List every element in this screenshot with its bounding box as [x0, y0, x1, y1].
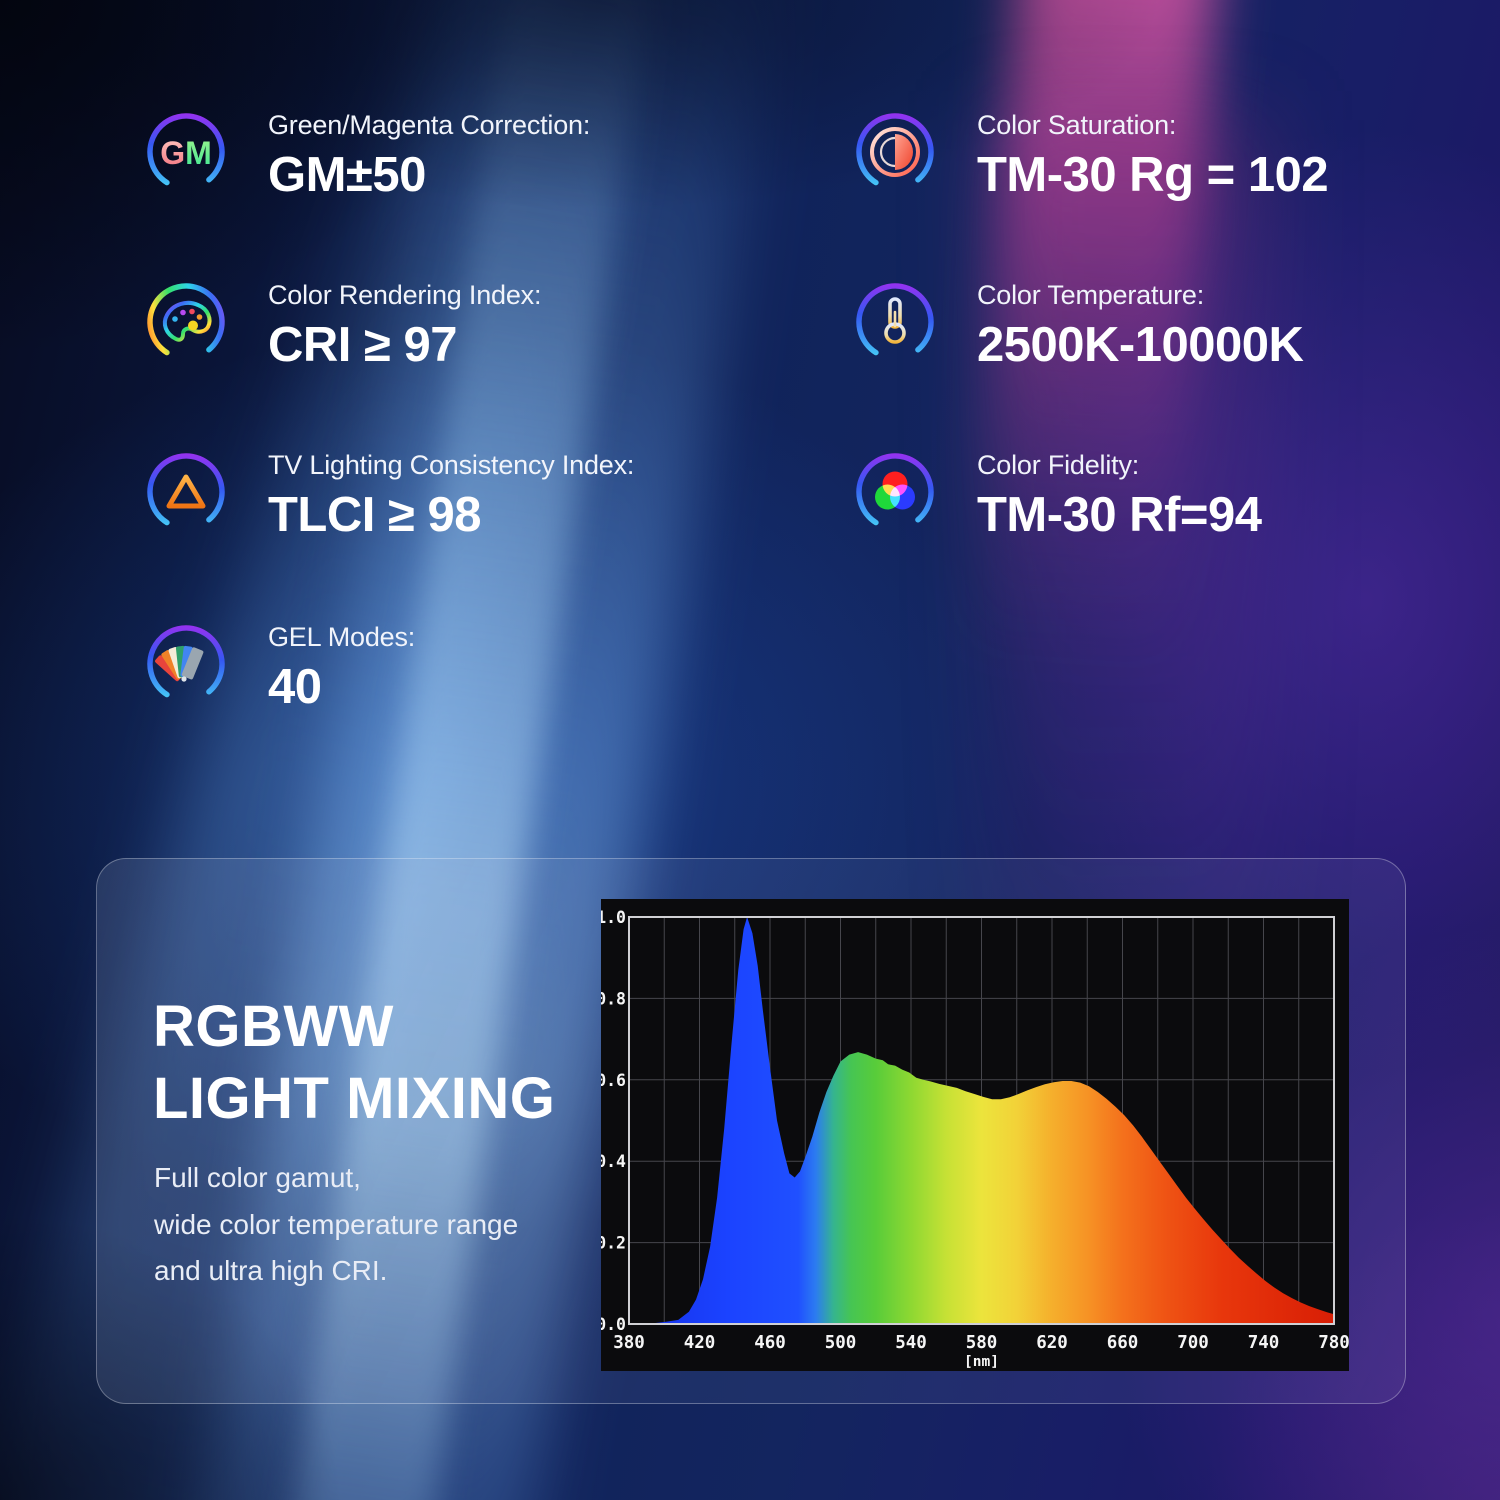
spec-label: Color Temperature:	[977, 280, 1205, 310]
x-axis-tick-label: 540	[895, 1333, 927, 1353]
spd-chart: 380 420 460 500 540 580 620 660 700 740 780 0.0 0.2 0…	[601, 899, 1349, 1371]
panel-title: RGBWW LIGHT MIXING	[153, 991, 555, 1135]
spec-label: Color Saturation:	[977, 110, 1177, 140]
rgb-circles-icon	[856, 453, 934, 531]
spec-label: Color Fidelity:	[977, 450, 1140, 480]
spec-label: TV Lighting Consistency Index:	[268, 450, 635, 480]
x-axis-tick-label: 620	[1036, 1333, 1068, 1353]
x-axis-tick-label: 660	[1107, 1333, 1139, 1353]
plot-border	[628, 916, 1335, 1325]
y-axis-tick-label: 0.4	[601, 1152, 626, 1171]
panel-title-line2: LIGHT MIXING	[153, 1066, 556, 1131]
spec-value: 2500K-10000K	[977, 318, 1304, 372]
spectral-area	[629, 917, 1334, 1324]
palette-icon	[147, 283, 225, 361]
panel-description-line: Full color gamut,	[154, 1162, 361, 1193]
x-axis-tick-label: 740	[1248, 1333, 1280, 1353]
x-axis-tick-label: 460	[754, 1333, 786, 1353]
gm-badge-icon: GM	[147, 113, 225, 191]
spec-value: TM-30 Rg = 102	[977, 148, 1329, 202]
y-axis-tick-label: 1.0	[601, 908, 626, 927]
spec-row-gm-correction: GM Green/Magenta Correction: GM±50	[146, 110, 590, 201]
y-axis-tick-label: 0.0	[601, 1315, 626, 1334]
thermometer-icon	[856, 283, 934, 361]
x-axis-tick-label: 700	[1177, 1333, 1209, 1353]
y-axis-tick-label: 0.8	[601, 989, 626, 1008]
svg-text:GM: GM	[160, 135, 212, 171]
spec-value: GM±50	[268, 148, 426, 202]
spec-value: CRI ≥ 97	[268, 318, 458, 372]
x-axis-tick-label: 420	[684, 1333, 716, 1353]
x-axis-tick-label: 580	[966, 1333, 998, 1353]
spec-value: TLCI ≥ 98	[268, 488, 482, 542]
panel-title-line1: RGBWW	[153, 994, 394, 1059]
panel-description: Full color gamut, wide color temperature…	[154, 1155, 518, 1295]
y-axis-tick-label: 0.6	[601, 1071, 626, 1090]
spec-row-color-saturation: Color Saturation: TM-30 Rg = 102	[855, 110, 1329, 202]
spec-value: TM-30 Rf=94	[977, 488, 1262, 542]
rgbww-panel: RGBWW LIGHT MIXING Full color gamut, wid…	[96, 858, 1406, 1404]
y-axis-tick-label: 0.2	[601, 1234, 626, 1253]
x-axis-tick-label: 780	[1318, 1333, 1349, 1353]
panel-description-line: wide color temperature range	[154, 1208, 519, 1240]
spec-label: Color Rendering Index:	[268, 280, 542, 310]
spec-value: 40	[268, 660, 322, 714]
triangle-icon	[147, 453, 225, 531]
spec-row-cri: Color Rendering Index: CRI ≥ 97	[146, 280, 541, 371]
gel-swatches-icon	[147, 625, 225, 703]
spec-row-tlci: TV Lighting Consistency Index: TLCI ≥ 98	[146, 450, 634, 541]
spec-row-color-fidelity: Color Fidelity: TM-30 Rf=94	[855, 450, 1262, 541]
contrast-icon	[856, 113, 934, 191]
spec-row-color-temperature: Color Temperature: 2500K-10000K	[855, 280, 1304, 372]
spec-label: Green/Magenta Correction:	[268, 110, 591, 140]
x-axis-unit-label: [nm]	[964, 1354, 999, 1370]
x-axis-tick-label: 380	[613, 1333, 645, 1353]
spec-row-gel-modes: GEL Modes: 40	[146, 622, 415, 713]
spd-chart-svg: 380 420 460 500 540 580 620 660 700 740 780 0.0 0.2 0…	[601, 908, 1349, 1370]
panel-description-line: and ultra high CRI.	[154, 1255, 388, 1286]
spec-label: GEL Modes:	[268, 622, 416, 652]
x-axis-tick-label: 500	[825, 1333, 857, 1353]
